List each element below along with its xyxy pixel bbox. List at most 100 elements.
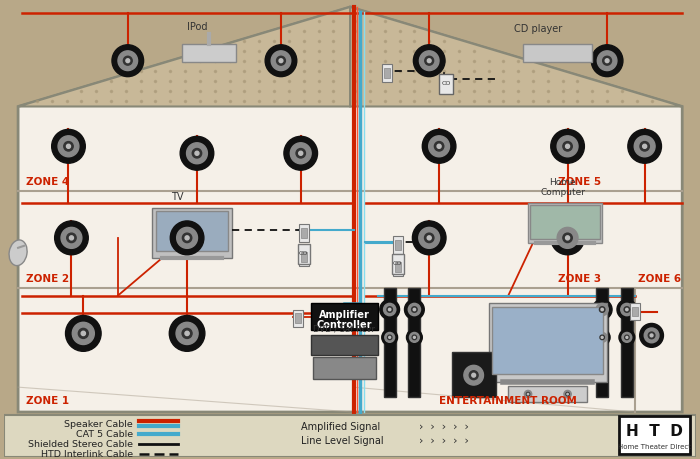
Circle shape <box>561 388 573 400</box>
Bar <box>298 244 309 264</box>
Circle shape <box>626 337 628 339</box>
Circle shape <box>170 221 204 255</box>
Text: ›  ›  ›  ›  ›: › › › › › <box>419 435 469 445</box>
Circle shape <box>183 234 192 243</box>
Circle shape <box>626 308 628 311</box>
Bar <box>395 262 400 272</box>
Circle shape <box>169 316 205 352</box>
Circle shape <box>644 328 659 343</box>
Circle shape <box>564 391 571 398</box>
Circle shape <box>69 236 73 241</box>
Circle shape <box>385 333 395 342</box>
Circle shape <box>180 137 214 171</box>
Circle shape <box>419 52 439 72</box>
Circle shape <box>414 46 445 78</box>
Text: Line Level Signal: Line Level Signal <box>301 435 384 445</box>
Bar <box>382 65 392 83</box>
Circle shape <box>592 46 623 78</box>
Bar <box>156 212 228 251</box>
Bar <box>153 208 232 258</box>
Circle shape <box>427 60 431 63</box>
Circle shape <box>66 234 76 243</box>
Text: TV: TV <box>171 191 183 202</box>
Text: Shielded Stereo Cable: Shielded Stereo Cable <box>28 439 133 448</box>
Circle shape <box>557 136 578 157</box>
Circle shape <box>408 304 421 316</box>
Circle shape <box>469 371 478 380</box>
Circle shape <box>640 142 650 152</box>
Text: Controller: Controller <box>316 320 372 330</box>
Bar <box>452 353 496 397</box>
Text: Speaker Cable: Speaker Cable <box>64 420 133 429</box>
Circle shape <box>603 57 612 66</box>
Circle shape <box>563 234 573 243</box>
Bar <box>311 303 378 330</box>
Circle shape <box>596 304 608 316</box>
Bar <box>311 336 378 356</box>
Circle shape <box>619 330 635 346</box>
Circle shape <box>61 228 82 249</box>
Polygon shape <box>18 8 350 107</box>
Text: Amplifier: Amplifier <box>318 310 370 320</box>
Circle shape <box>382 330 398 346</box>
Circle shape <box>195 152 199 156</box>
Circle shape <box>182 329 192 339</box>
Text: Home
Computer: Home Computer <box>540 177 585 196</box>
Circle shape <box>601 337 603 339</box>
Circle shape <box>276 57 286 66</box>
Circle shape <box>597 333 607 342</box>
Circle shape <box>628 130 661 164</box>
Circle shape <box>388 336 392 340</box>
Circle shape <box>55 221 88 255</box>
Bar <box>299 224 309 242</box>
Circle shape <box>185 331 189 336</box>
Bar <box>508 386 587 402</box>
Circle shape <box>279 60 283 63</box>
Circle shape <box>551 130 584 164</box>
Circle shape <box>299 152 303 156</box>
Circle shape <box>563 142 573 152</box>
Ellipse shape <box>9 241 27 266</box>
Bar <box>630 303 640 321</box>
Circle shape <box>123 57 132 66</box>
Circle shape <box>621 304 633 316</box>
Circle shape <box>617 300 637 320</box>
Polygon shape <box>18 8 682 412</box>
Circle shape <box>592 300 612 320</box>
Circle shape <box>58 136 79 157</box>
Circle shape <box>567 393 568 395</box>
Bar <box>293 310 302 328</box>
Circle shape <box>407 330 422 346</box>
Text: ENTERTAINMENT ROOM: ENTERTAINMENT ROOM <box>440 395 578 405</box>
Circle shape <box>380 300 400 320</box>
Bar <box>393 258 402 276</box>
Circle shape <box>527 393 528 395</box>
Circle shape <box>412 336 416 340</box>
Circle shape <box>265 46 297 78</box>
Circle shape <box>643 145 647 149</box>
Circle shape <box>650 334 653 337</box>
Bar <box>489 303 607 382</box>
Bar <box>596 288 608 397</box>
Bar <box>393 236 402 254</box>
Circle shape <box>414 337 415 339</box>
Circle shape <box>622 333 632 342</box>
Text: HTD Interlink Cable: HTD Interlink Cable <box>41 449 133 459</box>
Circle shape <box>185 236 189 241</box>
Bar <box>621 288 633 397</box>
Text: ZONE 2: ZONE 2 <box>26 273 69 283</box>
Circle shape <box>290 144 312 164</box>
Bar <box>384 68 390 78</box>
Circle shape <box>81 331 85 336</box>
Circle shape <box>186 144 207 164</box>
Circle shape <box>597 52 617 72</box>
Circle shape <box>594 330 610 346</box>
Circle shape <box>606 60 609 63</box>
Bar <box>313 358 376 379</box>
Circle shape <box>624 336 629 340</box>
Circle shape <box>112 46 144 78</box>
Circle shape <box>66 145 71 149</box>
Bar <box>528 204 602 243</box>
Text: CO: CO <box>441 80 451 85</box>
Circle shape <box>271 52 290 72</box>
